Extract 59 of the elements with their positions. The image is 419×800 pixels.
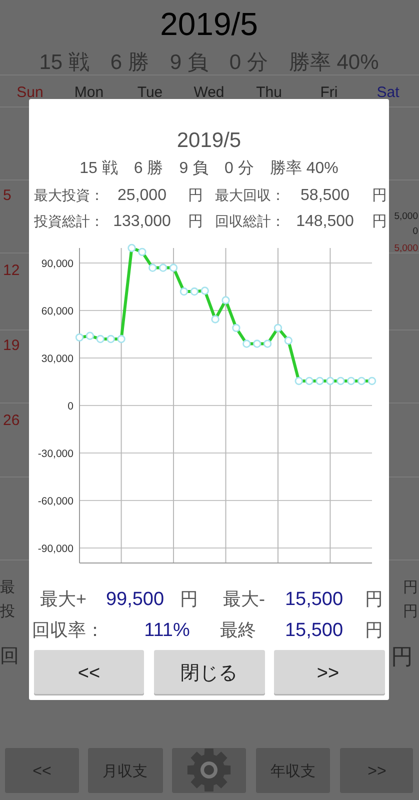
annotation: 閉じる [180, 663, 238, 684]
annotation: 最終 [220, 620, 256, 640]
annotation: 最大+ [40, 589, 87, 609]
annotation: >> [368, 763, 386, 780]
annotation: >> [316, 663, 340, 684]
annotation: 15,500 [284, 589, 344, 610]
ytick-label: 30,000 [41, 352, 74, 365]
annotation: 12 [3, 262, 20, 279]
annotation: Sun [16, 84, 44, 101]
annotation: Tue [137, 84, 163, 101]
annotation: 投資総計： [34, 213, 104, 229]
annotation: 円 [403, 603, 418, 620]
annotation: 5,000 [394, 243, 418, 254]
annotation: 15,500 [284, 620, 344, 641]
annotation: << [78, 663, 100, 684]
ytick-label: 60,000 [41, 305, 74, 318]
ytick-label: -30,000 [38, 448, 74, 460]
ytick-label: 90,000 [41, 258, 74, 270]
annotation: 5 [3, 187, 12, 204]
annotation: 最大回収： [215, 187, 285, 203]
annotation: 25,000 [118, 187, 166, 204]
annotation: 円 [365, 620, 383, 640]
title: 2019/5 [176, 129, 242, 152]
ytick-label: -60,000 [38, 495, 74, 508]
annotation: Fri [320, 84, 338, 101]
annotation: 19 [3, 337, 20, 354]
subtitle: 15 戦 6 勝 9 負 0 分 勝率 40% [80, 160, 338, 177]
annotation: Wed [194, 84, 224, 101]
annotation: 円 [188, 213, 203, 230]
annotation: 148,500 [296, 213, 354, 230]
annotation: 回 [0, 646, 19, 667]
annotation: 回収総計： [215, 213, 285, 229]
annotation: 円 [180, 589, 198, 609]
annotation: Mon [74, 84, 104, 101]
annotation: 2019/5 [160, 6, 258, 42]
annotation: 最大投資： [34, 187, 104, 203]
annotation: 回収率： [32, 620, 104, 640]
annotation: 133,000 [113, 213, 171, 230]
ytick-label: 0 [68, 400, 74, 412]
annotation: 58,500 [300, 187, 350, 204]
annotation: 5,000 [394, 211, 418, 222]
annotation: 円 [403, 579, 418, 596]
ytick-label: -90,000 [38, 542, 74, 555]
annotation: 円 [391, 644, 413, 669]
annotation: 111% [144, 620, 190, 641]
annotation: << [32, 763, 52, 780]
annotation: 投 [0, 603, 15, 620]
annotation: Sat [376, 84, 400, 101]
annotation: 26 [3, 412, 20, 429]
annotation: 15 戦 6 勝 9 負 0 分 勝率 40% [39, 51, 379, 74]
annotation: 最 [0, 579, 15, 596]
annotation: 円 [372, 187, 387, 204]
annotation: 99,500 [106, 589, 164, 610]
annotation: Thu [256, 84, 282, 101]
annotation: 円 [372, 213, 387, 230]
annotation: 円 [188, 187, 203, 204]
annotation: 最大- [223, 589, 265, 609]
annotation: 0 [412, 226, 418, 237]
annotation: 円 [365, 589, 383, 609]
